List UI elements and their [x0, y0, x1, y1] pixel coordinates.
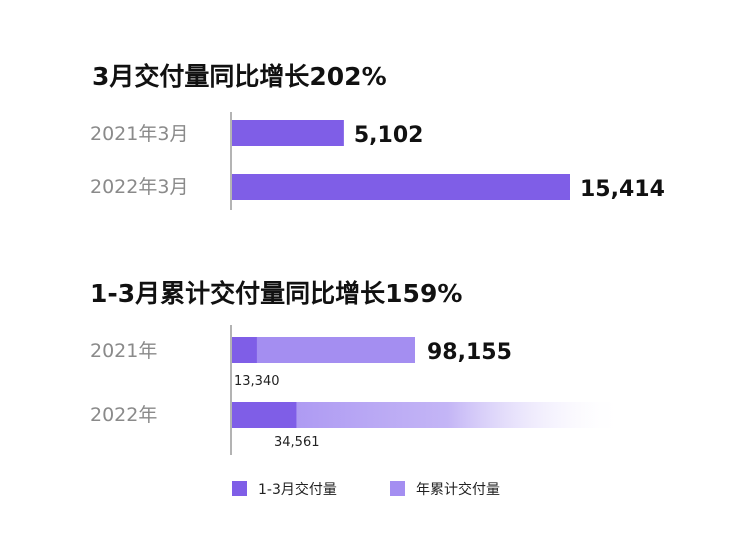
chart1-title: 3月交付量同比增长202% [92, 62, 387, 91]
legend-swatch-q1 [232, 481, 247, 496]
legend-swatch-annual [390, 481, 405, 496]
chart2-bar-annual [232, 337, 415, 363]
chart1-value-label: 15,414 [580, 177, 665, 202]
chart1-bar [232, 174, 570, 200]
chart2-q1-label: 34,561 [274, 435, 320, 450]
chart1-category-label: 2022年3月 [90, 176, 188, 198]
chart2-category-label: 2022年 [90, 404, 157, 426]
chart1-value-label: 5,102 [354, 123, 424, 148]
legend-label-q1: 1-3月交付量 [258, 481, 337, 498]
chart2-q1-label: 13,340 [234, 374, 280, 389]
chart2-category-label: 2021年 [90, 340, 157, 362]
chart2-bar-annual-fade [232, 402, 624, 428]
chart2-title: 1-3月累计交付量同比增长159% [90, 279, 462, 308]
chart1-category-label: 2021年3月 [90, 123, 188, 145]
legend-label-annual: 年累计交付量 [416, 481, 500, 498]
chart1-bar [232, 120, 344, 146]
chart2-bar-q1 [232, 402, 297, 428]
chart2-total-label: 98,155 [427, 340, 512, 365]
chart2-bar-q1 [232, 337, 257, 363]
